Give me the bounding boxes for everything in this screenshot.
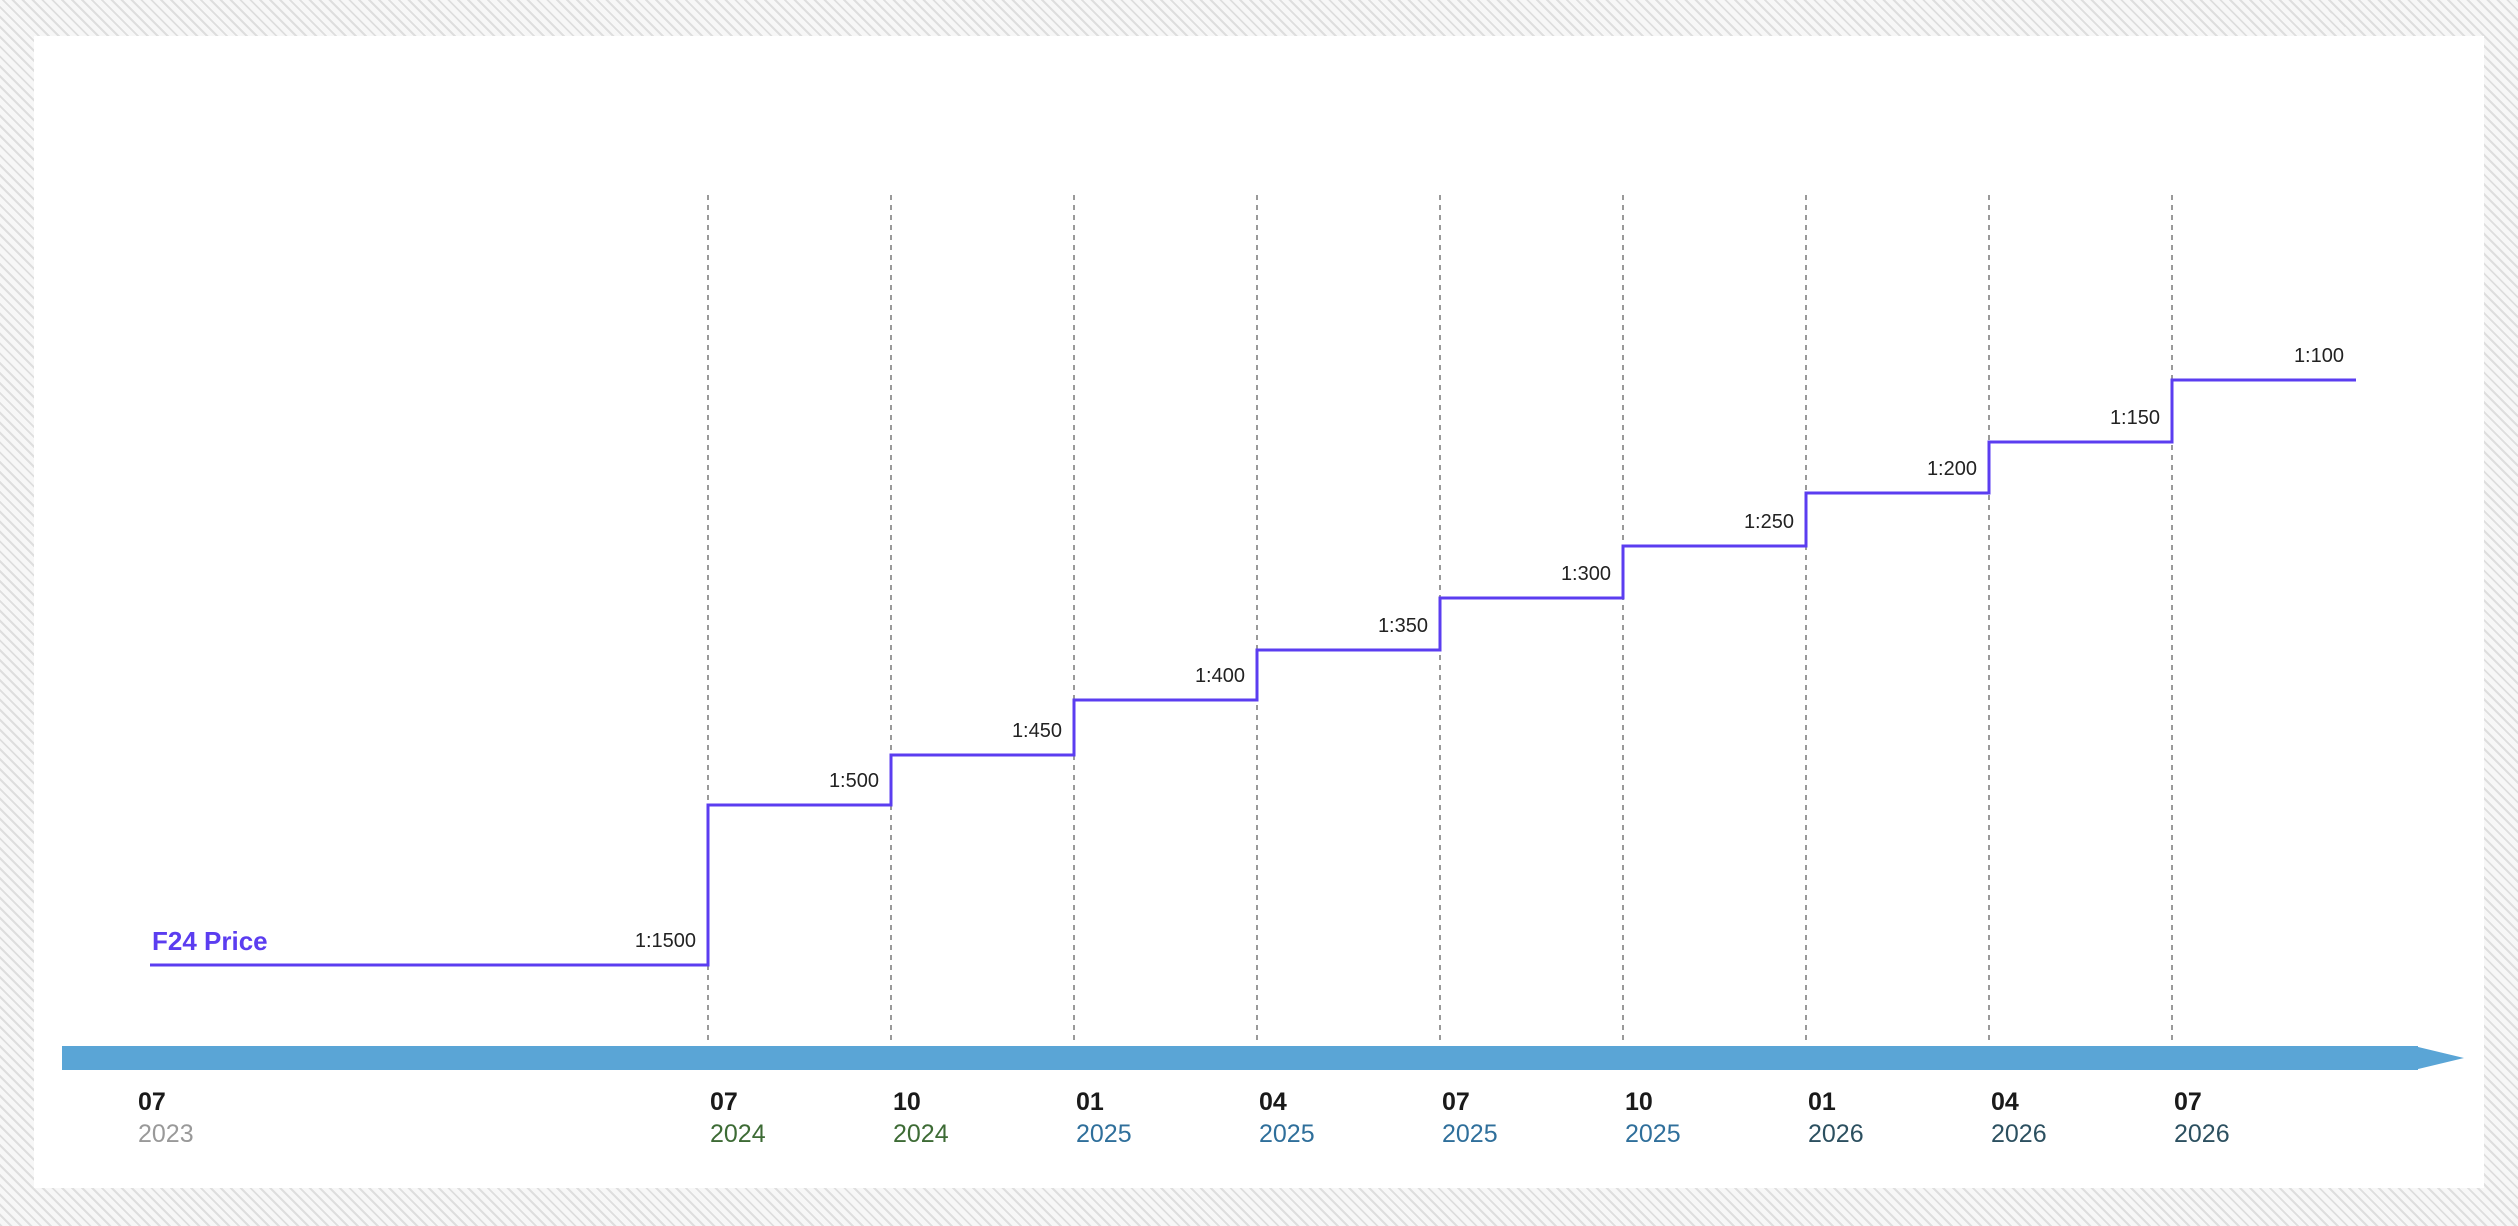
data-label-2: 1:450 [1012,720,1062,742]
tick-year-5: 2025 [1442,1120,1498,1148]
tick-month-4: 04 [1259,1088,1287,1116]
data-label-9: 1:100 [2294,345,2344,367]
data-label-3: 1:400 [1195,665,1245,687]
timeline-bar [62,1046,2418,1070]
data-labels: 1:1500 1:500 1:450 1:400 1:350 1:300 1:250 1:20… [635,345,2344,952]
data-label-4: 1:350 [1378,615,1428,637]
series-line-f24-price [150,378,2356,967]
tick-month-3: 01 [1076,1088,1104,1116]
tick-month-9: 07 [2174,1088,2202,1116]
timeline-axis [62,1046,2464,1070]
tick-year-4: 2025 [1259,1120,1315,1148]
tick-month-7: 01 [1808,1088,1836,1116]
tick-month-0: 07 [138,1088,166,1116]
x-axis-tick-labels: 07 2023 07 2024 10 2024 01 2025 04 2025 07 2025 10 20… [138,1088,2230,1148]
data-label-0: 1:1500 [635,930,696,952]
chart-card [34,36,2484,1188]
tick-year-6: 2025 [1625,1120,1681,1148]
data-label-7: 1:200 [1927,458,1977,480]
data-label-1: 1:500 [829,770,879,792]
series-name-label: F24 Price [152,926,268,956]
timeline-arrow-head [2414,1046,2464,1070]
tick-month-1: 07 [710,1088,738,1116]
tick-year-2: 2024 [893,1120,949,1148]
tick-year-8: 2026 [1991,1120,2047,1148]
series-layer: F24 Price [150,378,2356,967]
tick-year-0: 2023 [138,1120,194,1148]
tick-year-1: 2024 [710,1120,766,1148]
tick-year-9: 2026 [2174,1120,2230,1148]
data-label-8: 1:150 [2110,407,2160,429]
gridlines [707,195,2173,1040]
tick-year-7: 2026 [1808,1120,1864,1148]
tick-year-3: 2025 [1076,1120,1132,1148]
tick-month-5: 07 [1442,1088,1470,1116]
tick-month-8: 04 [1991,1088,2019,1116]
tick-month-6: 10 [1625,1088,1653,1116]
tick-month-2: 10 [893,1088,921,1116]
data-label-6: 1:250 [1744,511,1794,533]
data-label-5: 1:300 [1561,563,1611,585]
